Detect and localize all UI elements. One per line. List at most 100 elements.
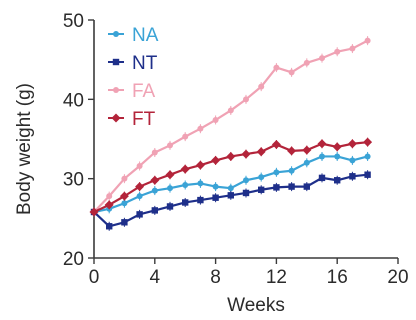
series-na (91, 151, 371, 217)
legend-item-na: NA (108, 25, 159, 46)
y-axis-label: Body weight (g) (14, 83, 35, 215)
data-point (334, 177, 341, 184)
data-point (197, 125, 204, 132)
data-point (180, 164, 190, 174)
data-point (273, 184, 280, 191)
data-point (319, 55, 325, 62)
data-point (303, 183, 310, 190)
data-point (166, 203, 174, 210)
series-fa (91, 36, 371, 217)
data-point (151, 149, 158, 156)
data-point (150, 175, 160, 185)
data-point (197, 196, 204, 204)
data-point (227, 107, 234, 114)
data-point (119, 191, 129, 201)
data-point (334, 48, 341, 55)
data-point (364, 153, 371, 160)
x-tick-label: 12 (266, 267, 287, 288)
data-point (363, 137, 373, 147)
x-tick-label: 8 (210, 267, 221, 288)
y-tick-label: 50 (63, 11, 84, 32)
data-point (258, 83, 265, 90)
legend-label: NA (132, 25, 159, 46)
data-point (104, 200, 114, 210)
data-point (349, 45, 356, 52)
series-layer (89, 36, 373, 231)
data-point (212, 194, 219, 201)
series-nt (90, 170, 371, 231)
axis-ticks: 0 4 8 12 16 20 20 30 40 50 (63, 11, 409, 288)
data-point (319, 153, 325, 160)
data-point (241, 149, 251, 159)
data-point (347, 139, 357, 149)
data-point (227, 185, 234, 192)
y-tick-label: 30 (63, 170, 84, 191)
data-point (288, 183, 295, 190)
data-point (258, 174, 265, 181)
data-point (121, 200, 128, 207)
data-point (136, 162, 143, 169)
legend-label: FA (132, 81, 156, 102)
data-point (182, 199, 189, 206)
data-point (226, 151, 236, 161)
series-line (93, 173, 368, 228)
data-point (167, 142, 173, 149)
data-point (317, 139, 327, 149)
data-point (243, 96, 249, 103)
data-point (256, 147, 266, 157)
legend-label: FT (132, 109, 156, 130)
legend: NA NT FA FT (108, 25, 159, 130)
legend-marker (112, 58, 120, 66)
x-tick-label: 20 (387, 267, 408, 288)
data-point (106, 223, 113, 230)
x-tick-label: 0 (89, 267, 100, 288)
data-point (106, 193, 113, 200)
data-point (364, 171, 371, 178)
x-axis-label: Weeks (227, 295, 285, 316)
data-point (212, 116, 219, 123)
data-point (243, 177, 249, 184)
data-point (136, 193, 143, 200)
data-point (121, 219, 128, 226)
data-point (227, 192, 234, 199)
data-point (182, 182, 189, 189)
legend-item-fa: FA (108, 81, 156, 102)
data-point (242, 189, 250, 197)
y-tick-label: 40 (63, 90, 84, 111)
data-point (136, 211, 143, 218)
x-tick-label: 16 (327, 267, 348, 288)
data-point (258, 186, 265, 193)
legend-marker (111, 113, 121, 123)
data-point (318, 174, 326, 182)
data-point (334, 153, 341, 160)
data-point (349, 157, 356, 164)
data-point (302, 145, 312, 155)
y-tick-label: 20 (63, 249, 84, 270)
data-point (182, 133, 189, 140)
data-point (121, 175, 128, 182)
legend-marker (113, 31, 119, 37)
data-point (197, 180, 204, 187)
data-point (303, 59, 310, 66)
data-point (195, 160, 205, 170)
data-point (349, 173, 356, 180)
data-point (288, 167, 295, 174)
data-point (364, 37, 371, 44)
x-tick-label: 4 (150, 267, 161, 288)
data-point (151, 187, 158, 194)
data-point (273, 64, 280, 71)
data-point (151, 207, 158, 214)
data-point (211, 155, 221, 165)
data-point (89, 207, 99, 217)
data-point (288, 69, 295, 76)
data-point (167, 185, 173, 192)
data-point (332, 142, 342, 152)
data-point (287, 146, 297, 156)
data-point (273, 169, 280, 176)
data-point (271, 140, 281, 150)
legend-item-nt: NT (108, 53, 158, 74)
data-point (165, 170, 175, 180)
series-ft (89, 137, 373, 217)
legend-marker (113, 87, 119, 93)
